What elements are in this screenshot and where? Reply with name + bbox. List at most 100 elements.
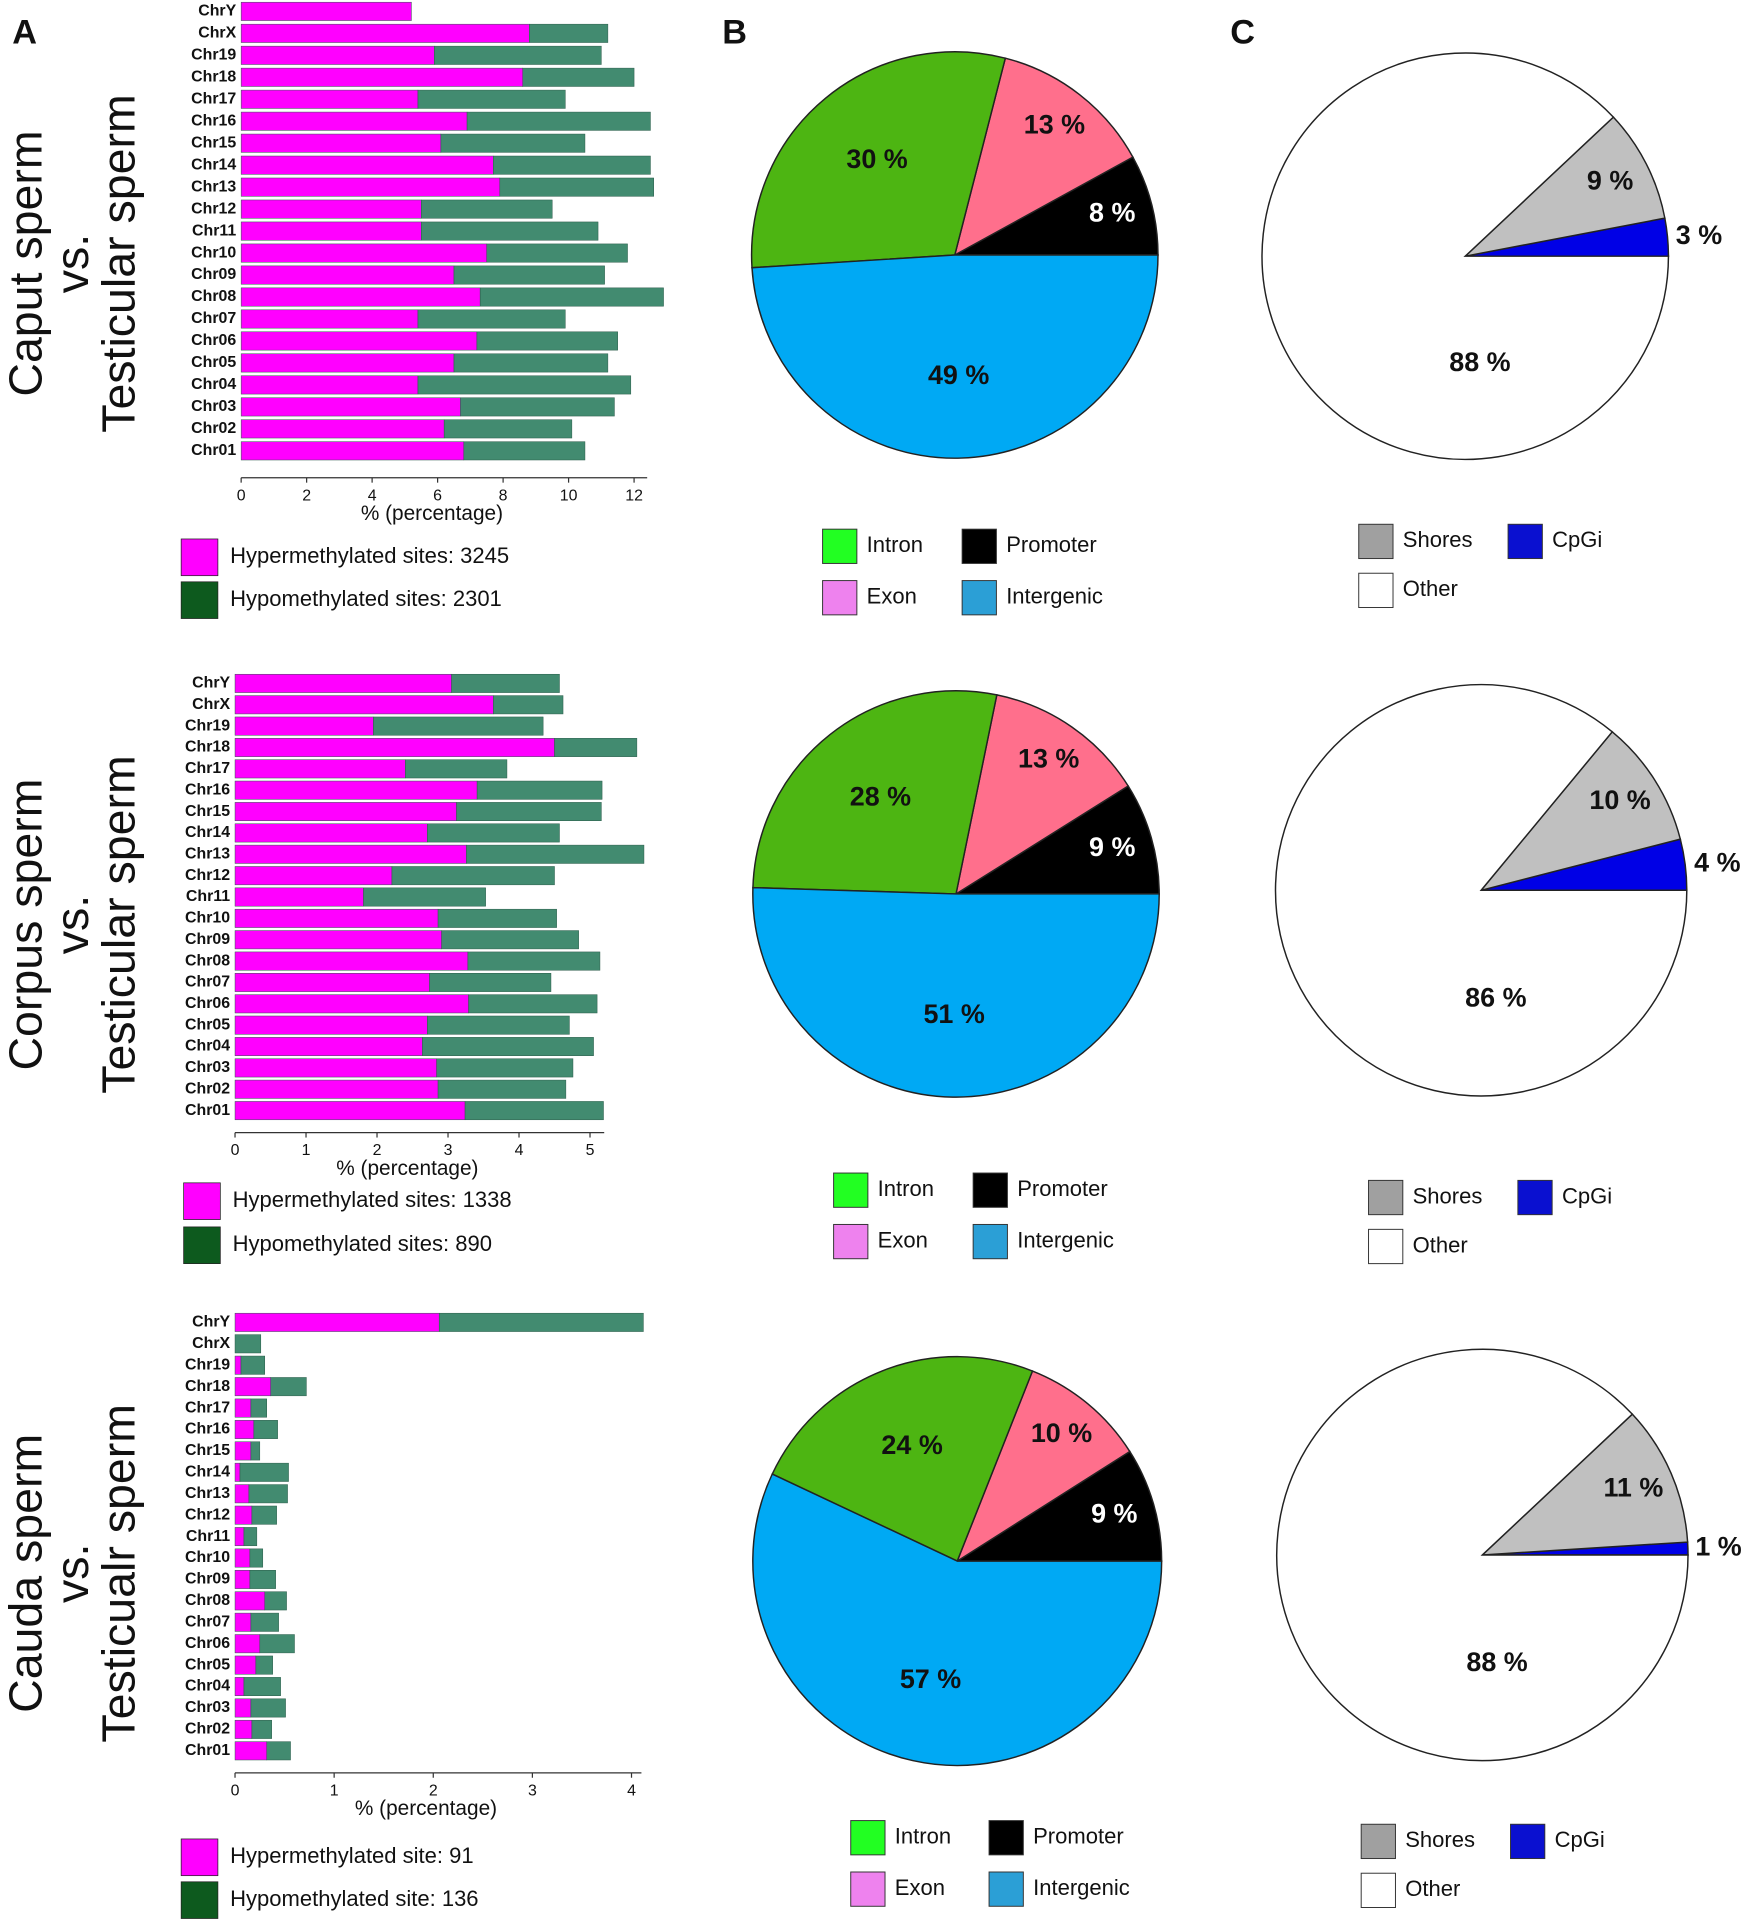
pie-slice (953, 57, 1134, 257)
slice-label: 88 % (1466, 1647, 1527, 1677)
slice-label: 10 % (1031, 1418, 1092, 1448)
legend-swatch (972, 1172, 1008, 1208)
bar-segment (234, 716, 374, 736)
bar-segment (234, 780, 478, 800)
slice-label: 57 % (900, 1664, 961, 1694)
legend-swatch (183, 1226, 221, 1264)
bar-segment (441, 930, 579, 950)
category-label: Chr02 (185, 1080, 230, 1097)
x-tick-label: 2 (302, 487, 311, 504)
row-label: Caput sperm (0, 130, 52, 396)
category-label: Chr19 (185, 1356, 230, 1373)
bar-segment (234, 866, 393, 886)
legend-label: Promoter (1017, 1176, 1108, 1201)
legend-label: Shores (1413, 1183, 1483, 1208)
bar-segment (467, 951, 601, 971)
legend-label: Hypermethylated sites: 1338 (233, 1187, 512, 1212)
category-label: Chr16 (185, 1421, 230, 1438)
bar-segment (234, 951, 469, 971)
x-axis-label: % (percentage) (336, 1157, 478, 1180)
bar-segment (437, 908, 557, 928)
slice-label: 1 % (1695, 1532, 1741, 1562)
bar-segment (250, 1698, 286, 1718)
bar-segment (234, 1377, 271, 1397)
category-label: ChrY (198, 3, 236, 20)
bar-segment (234, 1398, 252, 1418)
x-tick-label: 1 (302, 1142, 311, 1159)
bar-segment (234, 887, 364, 907)
x-tick-label: 4 (368, 487, 377, 504)
legend-swatch (822, 580, 858, 616)
bar-segment (453, 265, 605, 285)
pie-slice (1479, 730, 1682, 892)
bar-segment (234, 1058, 437, 1078)
legend-swatch (1358, 572, 1394, 609)
category-label: Chr19 (185, 717, 230, 734)
pie-slice (750, 51, 1007, 269)
bar-segment (234, 1612, 252, 1632)
bar-segment (391, 866, 555, 886)
category-label: Chr15 (185, 803, 230, 820)
bar-segment (420, 199, 553, 219)
category-label: Chr16 (185, 781, 230, 798)
row-label: Cauda sperm (0, 1434, 52, 1713)
category-label: Chr05 (185, 1016, 230, 1033)
category-label: Chr04 (185, 1678, 230, 1695)
slice-label: 49 % (928, 360, 989, 390)
x-tick-label: 2 (429, 1782, 438, 1799)
x-tick-label: 0 (231, 1782, 240, 1799)
bar-segment (234, 1079, 439, 1099)
slice-label: 10 % (1589, 785, 1650, 815)
bar-segment (240, 199, 422, 219)
bar-segment (234, 1570, 251, 1589)
x-tick-label: 10 (560, 487, 578, 504)
bar-segment (234, 1484, 250, 1504)
bar-segment (420, 221, 599, 241)
category-label: Chr12 (185, 1506, 230, 1523)
bar-segment (240, 89, 419, 109)
legend-label: Hypomethylated sites: 2301 (230, 586, 502, 611)
category-label: ChrX (192, 1335, 230, 1352)
bar-segment (234, 1334, 262, 1354)
bar-segment (373, 716, 544, 736)
bar-segment (240, 1, 412, 21)
bar-segment (240, 111, 468, 131)
slice-label: 30 % (846, 144, 907, 174)
bar-segment (234, 1655, 257, 1675)
category-label: Chr14 (191, 156, 236, 173)
x-tick-label: 0 (237, 487, 246, 504)
bar-segment (234, 1527, 245, 1547)
bar-segment (417, 375, 632, 395)
bar-segment (493, 155, 651, 175)
bar-segment (234, 1698, 252, 1718)
category-label: ChrX (192, 696, 230, 713)
category-label: Chr09 (191, 266, 236, 283)
category-label: Chr10 (191, 244, 236, 261)
legend-label: Other (1403, 576, 1458, 601)
legend-label: Intron (895, 1824, 951, 1849)
legend-label: Intergenic (1006, 584, 1103, 609)
bar-segment (240, 265, 455, 285)
x-tick-label: 3 (444, 1142, 453, 1159)
legend-swatch (850, 1820, 886, 1856)
category-label: Chr13 (191, 178, 236, 195)
slice-label: 13 % (1024, 110, 1085, 140)
bar-segment (264, 1591, 287, 1611)
category-label: Chr01 (185, 1742, 230, 1759)
category-label: Chr08 (191, 288, 236, 305)
bar-segment (234, 1015, 428, 1035)
bar-segment (417, 89, 566, 109)
legend-swatch (1358, 523, 1394, 560)
legend-swatch (1507, 523, 1543, 560)
slice-label: 24 % (881, 1430, 942, 1460)
bar-segment (240, 331, 478, 351)
category-label: Chr12 (185, 867, 230, 884)
bar-segment (427, 1015, 570, 1035)
bar-segment (434, 45, 602, 65)
bar-segment (234, 973, 430, 992)
bar-segment (529, 23, 609, 43)
bar-segment (240, 45, 435, 65)
legend-label: Hypomethylated site: 136 (230, 1886, 478, 1911)
category-label: Chr02 (185, 1721, 230, 1738)
bar-segment (463, 441, 586, 461)
